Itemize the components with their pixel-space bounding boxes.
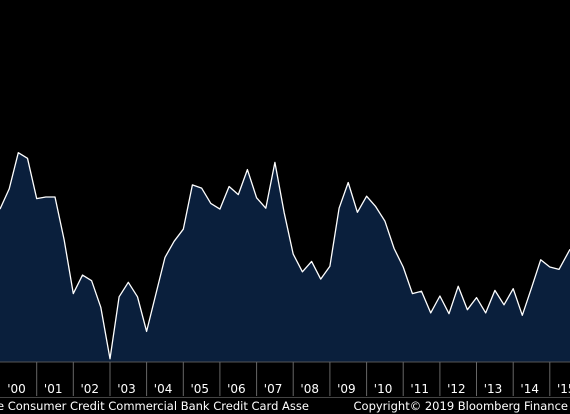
- x-tick-label: '13: [484, 382, 503, 396]
- x-tick-label: '11: [410, 382, 429, 396]
- x-tick-label: '07: [264, 382, 283, 396]
- x-tick-label: '01: [44, 382, 63, 396]
- x-axis-ticks: [36, 362, 551, 396]
- x-tick-label: '15: [557, 382, 570, 396]
- x-tick-label: '04: [154, 382, 173, 396]
- x-tick-label: '03: [117, 382, 136, 396]
- x-tick-label: '00: [7, 382, 26, 396]
- x-tick-label: '12: [447, 382, 466, 396]
- series-label: e Consumer Credit Commercial Bank Credit…: [0, 399, 309, 413]
- x-axis-tick-labels: '00 '01 '02 '03 '04 '05 '06 '07 '08 '09 '10 '11 '12 '…: [7, 382, 570, 396]
- series-area-fill: [0, 152, 570, 362]
- plot-area: [0, 152, 570, 362]
- series-line: [0, 152, 570, 360]
- x-tick-label: '06: [227, 382, 246, 396]
- x-tick-label: '08: [300, 382, 319, 396]
- copyright-text: Copyright© 2019 Bloomberg Finance: [354, 399, 568, 413]
- x-tick-label: '14: [520, 382, 539, 396]
- x-tick-label: '05: [191, 382, 210, 396]
- x-tick-label: '02: [81, 382, 100, 396]
- x-tick-label: '10: [374, 382, 393, 396]
- x-tick-label: '09: [337, 382, 356, 396]
